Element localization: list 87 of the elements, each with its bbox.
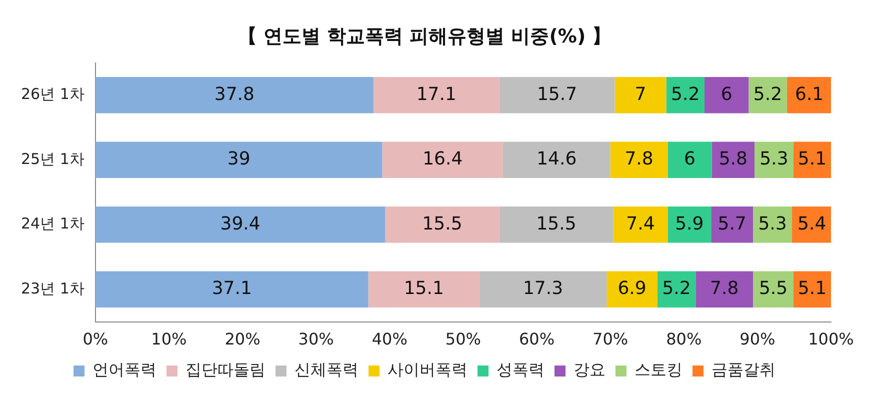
x-tick-label: 30% xyxy=(298,330,334,349)
data-label: 39 xyxy=(227,148,250,170)
data-label: 6.1 xyxy=(794,84,824,105)
bar xyxy=(385,206,500,243)
bar xyxy=(95,271,368,308)
bar xyxy=(792,206,831,243)
data-label: 15.5 xyxy=(422,213,462,234)
data-label: 5.1 xyxy=(798,278,827,300)
bar xyxy=(696,271,754,308)
bar xyxy=(610,142,668,178)
bar xyxy=(479,271,607,308)
x-tick-label: 50% xyxy=(445,330,481,349)
data-label: 15.7 xyxy=(536,84,578,105)
bar xyxy=(753,206,792,243)
chart-title: 【 연도별 학교폭력 피해유형별 비중(%) 】 xyxy=(238,25,612,48)
data-label: 7.4 xyxy=(626,213,655,234)
bar xyxy=(754,142,794,178)
data-label: 37.8 xyxy=(214,84,254,105)
bar xyxy=(499,77,615,114)
data-label: 37.1 xyxy=(212,278,252,300)
data-label: 39.4 xyxy=(220,213,260,234)
data-label: 5.2 xyxy=(671,84,700,105)
bar xyxy=(95,77,374,114)
data-label: 7 xyxy=(634,84,646,105)
data-label: 7.8 xyxy=(710,278,739,300)
legend-label: 금품갈취 xyxy=(712,360,776,380)
x-tick-label: 40% xyxy=(372,330,408,349)
bar xyxy=(614,77,666,114)
bar xyxy=(748,77,787,114)
data-label: 5.8 xyxy=(718,148,748,170)
bar xyxy=(373,77,500,114)
legend-label: 강요 xyxy=(574,360,606,380)
data-label: 15.1 xyxy=(404,278,444,300)
bar xyxy=(793,142,831,178)
bar xyxy=(711,206,754,243)
data-label: 5.7 xyxy=(718,213,746,234)
x-tick-label: 20% xyxy=(224,330,260,349)
bar xyxy=(606,271,658,308)
bar xyxy=(657,271,696,308)
legend-label: 언어폭력 xyxy=(92,360,156,380)
data-label: 5.3 xyxy=(760,148,788,170)
legend-label: 집단따돌림 xyxy=(186,360,266,380)
data-label: 6 xyxy=(684,148,696,170)
bar xyxy=(368,271,480,308)
bar xyxy=(95,206,386,243)
x-tick-label: 0% xyxy=(82,330,108,349)
bar xyxy=(793,271,831,308)
legend-label: 신체폭력 xyxy=(294,360,358,380)
data-label: 7.8 xyxy=(624,148,654,170)
y-tick-label: 26년 1차 xyxy=(20,85,84,104)
bar xyxy=(668,142,712,178)
data-label: 5.9 xyxy=(675,213,704,234)
bar xyxy=(95,142,382,178)
x-tick-label: 10% xyxy=(151,330,187,349)
data-label: 5.2 xyxy=(662,278,691,300)
data-label: 16.4 xyxy=(422,148,463,170)
data-label: 5.3 xyxy=(758,213,787,234)
y-tick-label: 24년 1차 xyxy=(20,214,84,233)
bar xyxy=(704,77,749,114)
bar xyxy=(502,142,610,178)
y-tick-label: 23년 1차 xyxy=(20,279,84,298)
bar xyxy=(499,206,614,243)
x-tick-label: 60% xyxy=(518,330,555,349)
bar xyxy=(786,77,831,114)
data-label: 6 xyxy=(720,84,732,105)
legend-label: 성폭력 xyxy=(496,360,544,380)
bar xyxy=(666,77,704,114)
data-label: 15.5 xyxy=(536,213,576,234)
bar xyxy=(753,271,794,308)
data-label: 5.2 xyxy=(753,84,782,105)
x-tick-label: 70% xyxy=(592,330,628,349)
bar xyxy=(382,142,503,178)
bar xyxy=(668,206,712,243)
data-label: 6.9 xyxy=(618,278,646,300)
data-label: 14.6 xyxy=(536,148,577,170)
data-label: 5.4 xyxy=(798,213,826,234)
data-label: 17.3 xyxy=(522,278,564,300)
data-label: 17.1 xyxy=(416,84,456,105)
y-tick-label: 25년 1차 xyxy=(20,150,84,168)
data-label: 5.1 xyxy=(798,148,827,170)
legend-label: 사이버폭력 xyxy=(388,360,468,380)
data-label: 5.5 xyxy=(758,278,788,300)
bar xyxy=(613,206,668,243)
x-tick-label: 80% xyxy=(666,330,702,349)
x-tick-label: 100% xyxy=(808,330,854,349)
x-tick-label: 90% xyxy=(740,330,776,349)
legend-label: 스토킹 xyxy=(634,360,682,380)
